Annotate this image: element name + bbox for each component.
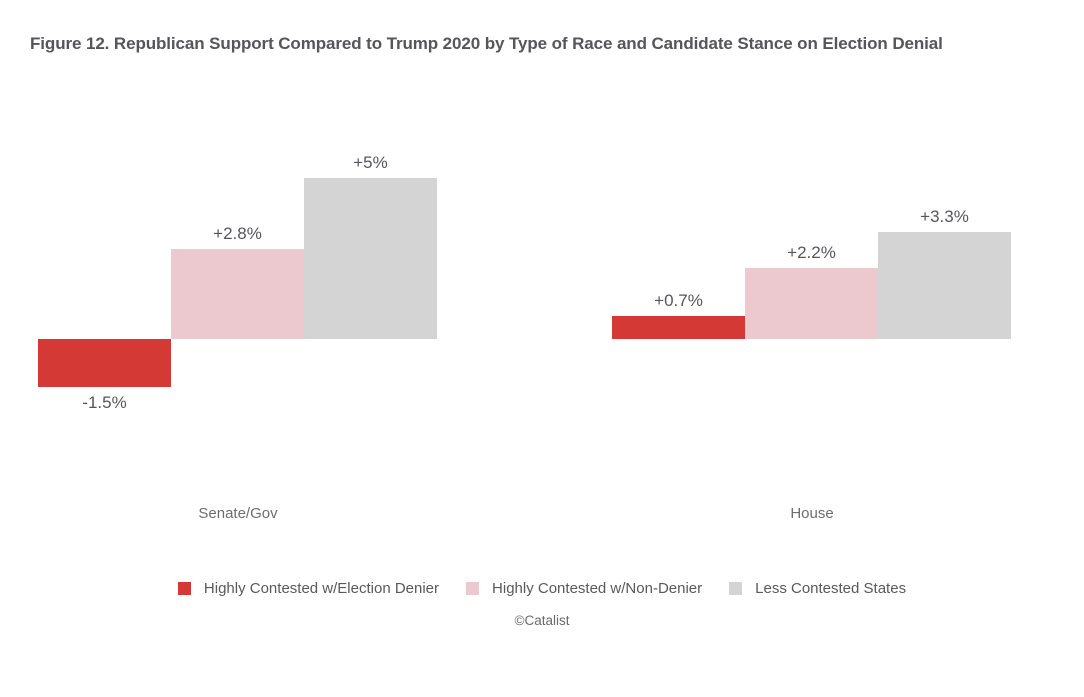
legend-swatch-red-icon [177, 582, 191, 595]
figure-title: Figure 12. Republican Support Compared t… [30, 34, 943, 53]
value-label-house-less-contested-states: +3.3% [920, 207, 969, 227]
legend-label-non-denier: Highly Contested w/Non-Denier [492, 580, 703, 597]
value-label-senate-gov-highly-contested-w-non-denier: +2.8% [213, 223, 262, 243]
legend-swatch-gray-icon [729, 582, 743, 595]
value-label-house-highly-contested-w-non-denier: +2.2% [787, 242, 836, 262]
value-label-senate-gov-less-contested-states: +5% [353, 152, 388, 172]
bar-house-highly-contested-w-non-denier [745, 267, 878, 339]
legend-item-election-denier: Highly Contested w/Election Denier [177, 580, 440, 597]
bar-house-highly-contested-w-election-denier [612, 316, 745, 339]
category-label-house: House [790, 505, 834, 522]
bar-senate-gov-less-contested-states [304, 177, 437, 339]
legend-item-less-contested: Less Contested States [729, 580, 906, 597]
bar-senate-gov-highly-contested-w-election-denier [38, 339, 171, 388]
value-label-senate-gov-highly-contested-w-election-denier: -1.5% [82, 393, 127, 413]
legend-item-non-denier: Highly Contested w/Non-Denier [466, 580, 702, 597]
copyright-credit: ©Catalist [514, 613, 570, 628]
legend-label-less-contested: Less Contested States [755, 580, 907, 597]
chart-legend: Highly Contested w/Election Denier Highl… [0, 580, 1084, 597]
category-label-senate-gov: Senate/Gov [198, 505, 278, 522]
value-label-house-highly-contested-w-election-denier: +0.7% [654, 291, 703, 311]
legend-label-election-denier: Highly Contested w/Election Denier [203, 580, 440, 597]
bar-house-less-contested-states [878, 232, 1011, 339]
legend-swatch-pink-icon [466, 582, 480, 595]
bar-senate-gov-highly-contested-w-non-denier [171, 248, 304, 339]
